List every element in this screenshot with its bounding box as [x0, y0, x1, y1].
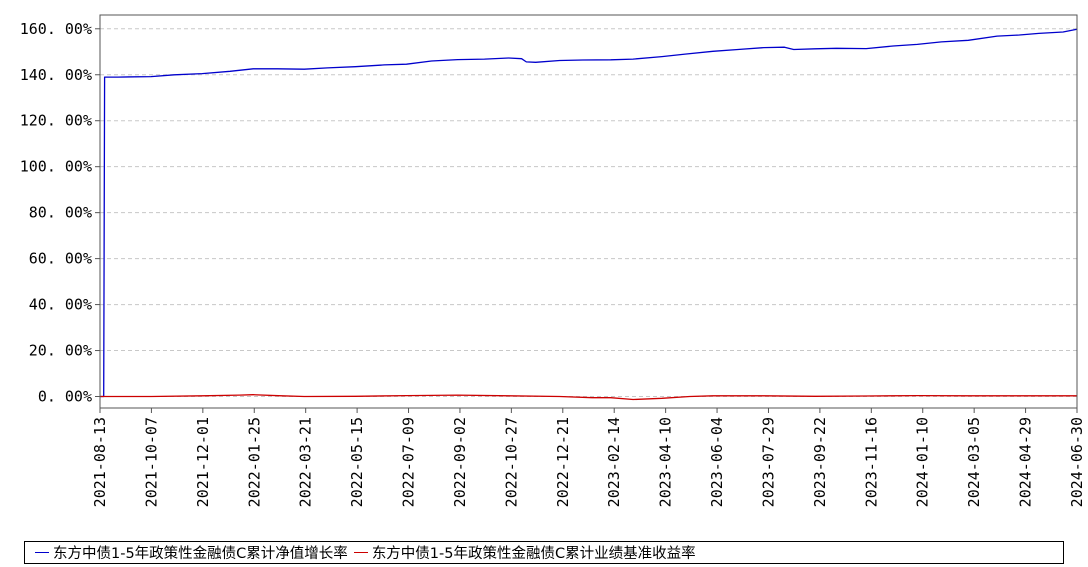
legend-swatch-blue — [35, 552, 49, 553]
x-tick-label: 2021-08-13 — [91, 417, 109, 507]
x-tick-label: 2022-07-09 — [400, 417, 418, 507]
y-tick-label: 120. 00% — [20, 112, 92, 130]
chart-legend: 东方中债1-5年政策性金融债C累计净值增长率 东方中债1-5年政策性金融债C累计… — [24, 541, 1064, 564]
x-tick-label: 2023-04-10 — [657, 417, 675, 507]
legend-label-benchmark: 东方中债1-5年政策性金融债C累计业绩基准收益率 — [371, 546, 696, 562]
y-tick-label: 0. 00% — [38, 388, 92, 406]
x-tick-label: 2022-03-21 — [297, 417, 315, 507]
series-lines — [100, 28, 1078, 401]
x-tick-label: 2023-06-04 — [708, 417, 726, 507]
x-tick-label: 2023-09-22 — [811, 417, 829, 507]
legend-swatch-red — [353, 552, 368, 553]
series-line-nav-growth — [100, 28, 1078, 398]
y-tick-label: 160. 00% — [20, 20, 92, 38]
legend-item-benchmark: 东方中债1-5年政策性金融债C累计业绩基准收益率 — [353, 542, 696, 563]
y-tick-label: 80. 00% — [29, 204, 92, 222]
x-axis-ticks: 2021-08-13 2021-10-07 2021-12-01 2022-01-25… — [91, 408, 1086, 507]
x-tick-label: 2022-09-02 — [451, 417, 469, 507]
y-tick-label: 60. 00% — [29, 250, 92, 268]
legend-label-nav-growth: 东方中债1-5年政策性金融债C累计净值增长率 — [53, 546, 348, 562]
x-tick-label: 2024-04-29 — [1017, 417, 1035, 507]
x-tick-label: 2023-11-16 — [862, 417, 880, 507]
y-tick-label: 100. 00% — [20, 158, 92, 176]
x-tick-label: 2022-12-21 — [554, 417, 572, 507]
x-tick-label: 2023-07-29 — [759, 417, 777, 507]
x-tick-label: 2024-06-30 — [1068, 417, 1086, 507]
x-tick-label: 2024-01-10 — [914, 417, 932, 507]
x-tick-label: 2022-01-25 — [245, 417, 263, 507]
plot-frame — [99, 14, 1078, 409]
x-tick-label: 2023-02-14 — [605, 417, 623, 507]
grid-lines — [100, 28, 1077, 398]
x-tick-label: 2022-10-27 — [502, 417, 520, 507]
x-tick-label: 2024-03-05 — [965, 417, 983, 507]
x-tick-label: 2022-05-15 — [348, 417, 366, 507]
y-tick-label: 20. 00% — [29, 342, 92, 360]
y-tick-label: 140. 00% — [20, 66, 92, 84]
series-line-benchmark — [100, 394, 1077, 401]
x-tick-label: 2021-12-01 — [194, 417, 212, 507]
y-tick-label: 40. 00% — [29, 296, 92, 314]
line-chart: 0. 00% 20. 00% 40. 00% 60. 00% 80. 00% 100. 0… — [20, 14, 1086, 507]
x-tick-label: 2021-10-07 — [142, 417, 160, 507]
y-axis-ticks: 0. 00% 20. 00% 40. 00% 60. 00% 80. 00% 100. 0… — [20, 20, 100, 406]
legend-item-nav-growth: 东方中债1-5年政策性金融债C累计净值增长率 — [35, 542, 348, 563]
